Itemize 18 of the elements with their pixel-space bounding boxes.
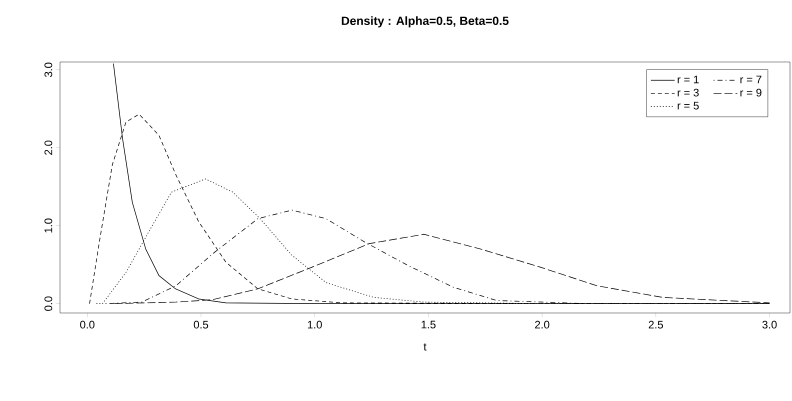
x-tick-label: 2.5 [648,320,663,329]
x-tick-label: 1.5 [422,320,436,328]
y-tick-label: 0.0 [44,296,52,311]
x-tick-label: 3.0 [762,320,777,329]
x-axis-title: t [424,343,426,351]
chart-title: Density : Alpha=0.5, Beta=0.5 [342,16,509,28]
legend-label: r = 9 [740,88,762,96]
legend-label: r = 5 [678,102,699,110]
x-tick-label: 1.0 [308,320,322,329]
legend-label: r = 3 [678,88,699,96]
x-tick-label: 2.0 [535,320,550,329]
legend-label: r = 1 [678,76,699,84]
x-tick-label: 0.0 [80,320,94,329]
x-tick-label: 0.5 [194,320,208,329]
y-tick-label: 3.0 [44,62,52,77]
y-tick-label: 2.0 [44,140,52,155]
y-tick-label: 1.0 [44,218,52,232]
legend-label: r = 7 [740,76,762,84]
